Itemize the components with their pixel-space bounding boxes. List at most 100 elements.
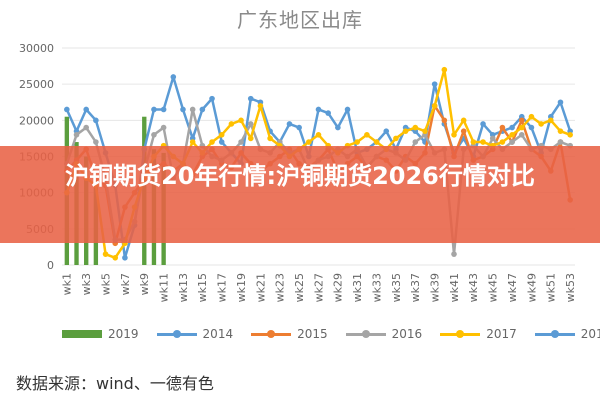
point-2015: [518, 117, 525, 124]
x-tick-label: wk5: [99, 273, 112, 295]
x-tick-label: wk7: [119, 273, 132, 295]
point-2017: [393, 135, 399, 142]
point-2017: [306, 139, 312, 145]
point-2017: [257, 103, 264, 109]
source-note: 数据来源：wind、一德有色: [16, 374, 214, 393]
point-2017: [460, 117, 467, 124]
legend-label: 2017: [486, 327, 517, 341]
point-2016: [160, 124, 167, 131]
point-2015: [441, 117, 448, 124]
point-2016: [509, 139, 515, 145]
point-2017: [112, 254, 119, 261]
point-2014: [509, 124, 515, 131]
point-2017: [518, 124, 525, 131]
x-tick-label: wk23: [274, 273, 287, 302]
x-tick-label: wk13: [177, 273, 190, 302]
x-tick-label: wk29: [332, 273, 345, 302]
y-tick-label: 20000: [19, 114, 54, 127]
point-2014: [247, 95, 254, 102]
point-2017: [102, 251, 109, 257]
y-tick-label: 0: [47, 259, 54, 272]
point-2014: [557, 99, 564, 106]
headline-text: 沪铜期货20年行情:沪铜期货2026行情对比: [65, 162, 535, 190]
point-2017: [538, 121, 544, 127]
point-2017: [470, 139, 477, 145]
point-2015: [499, 124, 506, 131]
x-tick-label: wk49: [525, 273, 538, 302]
point-2017: [441, 66, 448, 73]
point-2016: [518, 132, 525, 138]
chart-legend: 2019 2014 2015 2016 2017 2018: [62, 326, 600, 342]
point-2017: [528, 113, 535, 120]
x-tick-label: wk43: [467, 273, 480, 302]
legend-item-2019: 2019: [62, 327, 139, 341]
point-2017: [548, 117, 554, 124]
point-2017: [480, 139, 486, 145]
legend-label: 2015: [297, 327, 328, 341]
legend-label: 2018: [580, 327, 600, 341]
x-tick-label: wk21: [254, 273, 267, 302]
point-2014: [325, 110, 331, 116]
point-2017: [247, 135, 254, 142]
point-2014: [122, 254, 128, 261]
legend-item-2018: 2018: [534, 327, 600, 341]
point-2017: [218, 132, 225, 138]
point-2017: [402, 128, 409, 134]
point-2014: [199, 106, 206, 113]
headline-banner: [0, 146, 600, 243]
point-2014: [151, 106, 157, 113]
point-2016: [151, 132, 157, 138]
x-tick-label: wk1: [61, 273, 74, 295]
point-2014: [83, 106, 89, 113]
point-2016: [189, 106, 196, 113]
point-2017: [315, 132, 322, 138]
legend-item-2016: 2016: [345, 327, 423, 341]
legend-swatch: [156, 329, 197, 338]
point-2017: [451, 132, 457, 138]
point-2016: [489, 135, 496, 142]
point-2017: [567, 132, 573, 138]
point-2014: [218, 139, 225, 145]
point-2017: [557, 128, 564, 134]
y-tick-label: 30000: [19, 42, 54, 55]
point-2016: [93, 139, 99, 145]
legend-swatch: [534, 329, 575, 338]
point-2016: [247, 121, 254, 127]
x-tick-label: wk33: [370, 273, 383, 302]
point-2015: [460, 128, 467, 134]
x-tick-label: wk45: [487, 273, 500, 302]
legend-label: 2019: [108, 327, 139, 341]
point-2014: [383, 128, 390, 134]
point-2016: [451, 251, 457, 257]
point-2014: [170, 74, 177, 80]
legend-label: 2016: [391, 327, 423, 341]
point-2014: [528, 124, 535, 131]
point-2017: [422, 128, 428, 134]
point-2016: [73, 132, 80, 138]
x-tick-label: wk53: [564, 273, 577, 302]
point-2014: [296, 124, 302, 131]
legend-swatch: [345, 329, 386, 338]
x-tick-label: wk31: [351, 273, 364, 302]
point-2014: [64, 106, 70, 113]
point-2017: [412, 124, 419, 131]
point-2016: [83, 124, 89, 131]
point-2017: [373, 139, 380, 145]
x-tick-label: wk51: [545, 273, 558, 302]
legend-item-2015: 2015: [251, 327, 328, 341]
legend-swatch: [251, 329, 292, 338]
x-tick-label: wk39: [429, 273, 442, 302]
point-2014: [286, 121, 293, 127]
point-2014: [315, 106, 322, 113]
point-2017: [267, 135, 273, 142]
x-tick-label: wk15: [196, 273, 209, 302]
point-2017: [354, 139, 361, 145]
point-2014: [209, 95, 215, 102]
point-2017: [228, 121, 235, 127]
point-2016: [557, 139, 564, 145]
x-tick-label: wk35: [390, 273, 403, 302]
x-tick-label: wk17: [216, 273, 229, 302]
point-2014: [160, 106, 167, 113]
x-tick-label: wk19: [235, 273, 248, 302]
point-2017: [189, 139, 196, 145]
